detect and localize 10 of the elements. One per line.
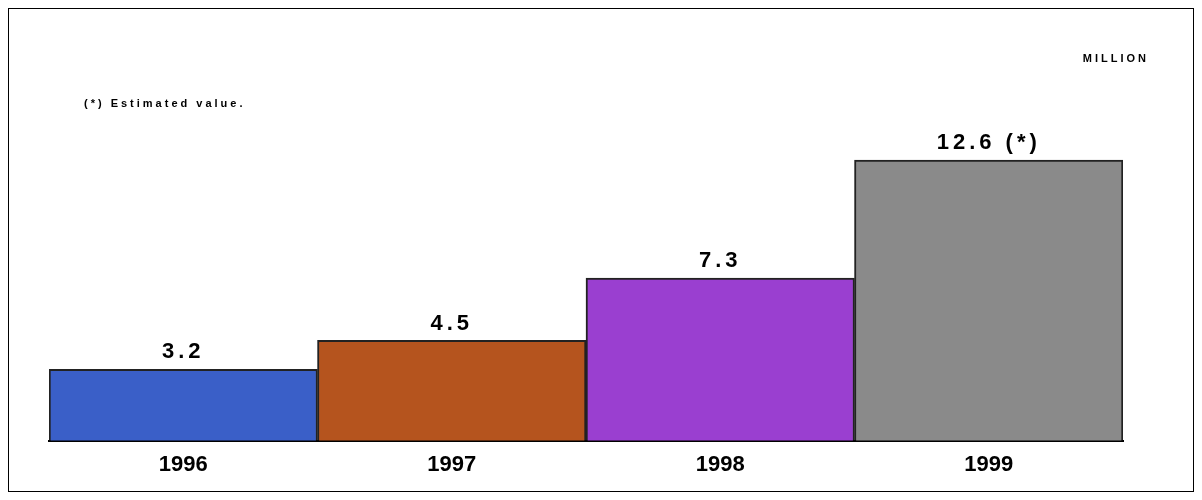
- data-label: 7.3: [698, 247, 742, 273]
- x-tick-label: 1996: [158, 450, 208, 476]
- data-label: 12.6 (*): [936, 129, 1041, 155]
- text: (*) Estimated value.: [84, 96, 246, 109]
- data-label: 4.5: [430, 309, 474, 335]
- x-tick-label: 1999: [964, 450, 1014, 476]
- data-label: 3.2: [161, 338, 205, 364]
- x-tick-label: 1997: [427, 450, 477, 476]
- text: MILLION: [1082, 51, 1149, 64]
- x-tick-label: 1998: [695, 450, 745, 476]
